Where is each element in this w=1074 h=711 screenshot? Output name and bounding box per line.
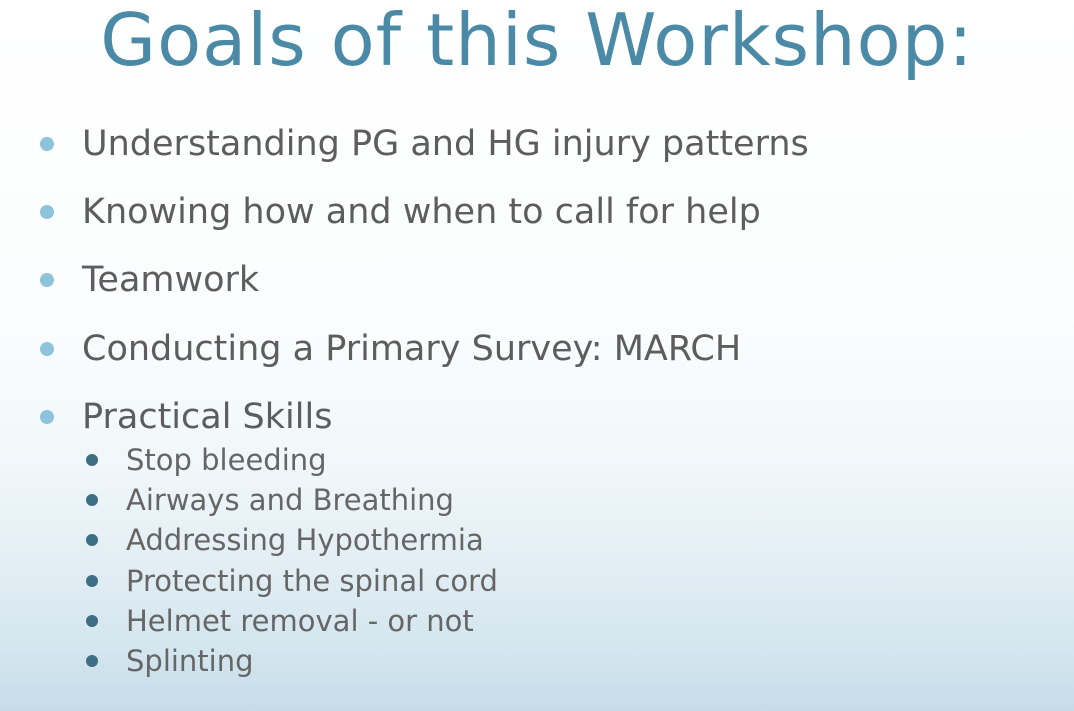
sub-bullet-text: Protecting the spinal cord [126,564,498,598]
bullet-text: Conducting a Primary Survey: MARCH [82,329,742,369]
bullet-dot-icon [40,205,54,219]
bullet-text: Practical Skills [82,397,333,437]
sub-bullet-dot-icon [86,454,98,466]
bullet-dot-icon [40,342,54,356]
bullet-text: Knowing how and when to call for help [82,192,761,232]
sub-bullet-text: Addressing Hypothermia [126,523,484,557]
bullet-dot-icon [40,273,54,287]
sub-bullet-text: Airways and Breathing [126,483,454,517]
sub-bullet-dot-icon [86,494,98,506]
slide-title: Goals of this Workshop: [100,0,974,82]
sub-bullet-dot-icon [86,575,98,587]
sub-bullet-dot-icon [86,615,98,627]
bullet-dot-icon [40,137,54,151]
sub-bullet-text: Helmet removal - or not [126,604,474,638]
bullet-text: Teamwork [82,260,260,300]
sub-bullet-dot-icon [86,655,98,667]
bullet-text: Understanding PG and HG injury patterns [82,124,809,164]
sub-bullet-dot-icon [86,534,98,546]
sub-bullet-text: Stop bleeding [126,443,327,477]
bullet-dot-icon [40,410,54,424]
sub-bullet-text: Splinting [126,644,254,678]
